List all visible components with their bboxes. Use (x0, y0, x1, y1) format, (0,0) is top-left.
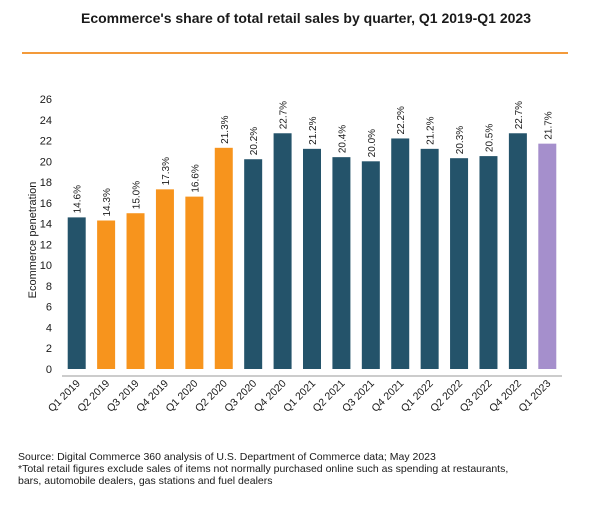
bar-value-label: 20.5% (484, 124, 495, 152)
bar (273, 133, 292, 369)
bar (244, 159, 263, 369)
y-tick-label: 4 (46, 322, 52, 334)
chart-title: Ecommerce's share of total retail sales … (80, 10, 531, 26)
bar-value-label: 22.7% (279, 101, 290, 129)
bar-value-label: 22.7% (514, 101, 525, 129)
bar-value-label: 21.3% (220, 115, 231, 143)
bar (185, 196, 204, 369)
bar (479, 156, 498, 369)
y-tick-label: 14 (40, 219, 52, 231)
y-tick-label: 16 (40, 198, 52, 210)
bar-value-label: 15.0% (132, 181, 143, 209)
bar-value-label: 17.3% (161, 157, 172, 185)
bar (420, 148, 439, 369)
bar-chart: Ecommerce penetration 024681012141618202… (27, 94, 562, 415)
bar-value-label: 20.3% (455, 126, 466, 154)
footnote-line: *Total retail figures exclude sales of i… (18, 463, 509, 475)
bar-value-label: 22.2% (396, 106, 407, 134)
bar (538, 143, 557, 369)
bar-value-label: 21.7% (543, 111, 554, 139)
y-tick-label: 0 (46, 364, 52, 376)
source-note: Source: Digital Commerce 360 analysis of… (18, 451, 598, 487)
y-tick-label: 26 (40, 94, 52, 106)
bar-value-label: 21.2% (426, 116, 437, 144)
bar (391, 138, 410, 369)
bar (214, 147, 233, 369)
bar (126, 213, 145, 369)
bar (67, 217, 86, 369)
bar-value-label: 14.6% (73, 185, 84, 213)
y-tick-label: 24 (40, 115, 52, 127)
bar (508, 133, 527, 369)
y-tick-label: 8 (46, 281, 52, 293)
bar-value-label: 14.3% (102, 188, 113, 216)
y-tick-label: 20 (40, 156, 52, 168)
y-tick-label: 2 (46, 343, 52, 355)
bar (97, 220, 116, 369)
x-tick-label: Q1 2023 (516, 378, 553, 415)
footnote-line: bars, automobile dealers, gas stations a… (18, 475, 273, 487)
bar-value-label: 20.0% (367, 129, 378, 157)
y-axis-title: Ecommerce penetration (27, 182, 39, 299)
bar-value-label: 20.4% (337, 125, 348, 153)
y-tick-label: 10 (40, 260, 52, 272)
y-tick-label: 12 (40, 239, 52, 251)
source-line: Source: Digital Commerce 360 analysis of… (18, 451, 436, 463)
title-divider (22, 52, 568, 54)
y-tick-label: 18 (40, 177, 52, 189)
y-tick-label: 22 (40, 136, 52, 148)
y-tick-label: 6 (46, 302, 52, 314)
bar (361, 161, 380, 369)
bar-value-label: 16.6% (190, 164, 201, 192)
bar (332, 157, 351, 369)
bar-value-label: 21.2% (308, 116, 319, 144)
bar (303, 148, 321, 369)
bar (155, 189, 174, 369)
bar-value-label: 20.2% (249, 127, 260, 155)
bar (450, 158, 469, 369)
